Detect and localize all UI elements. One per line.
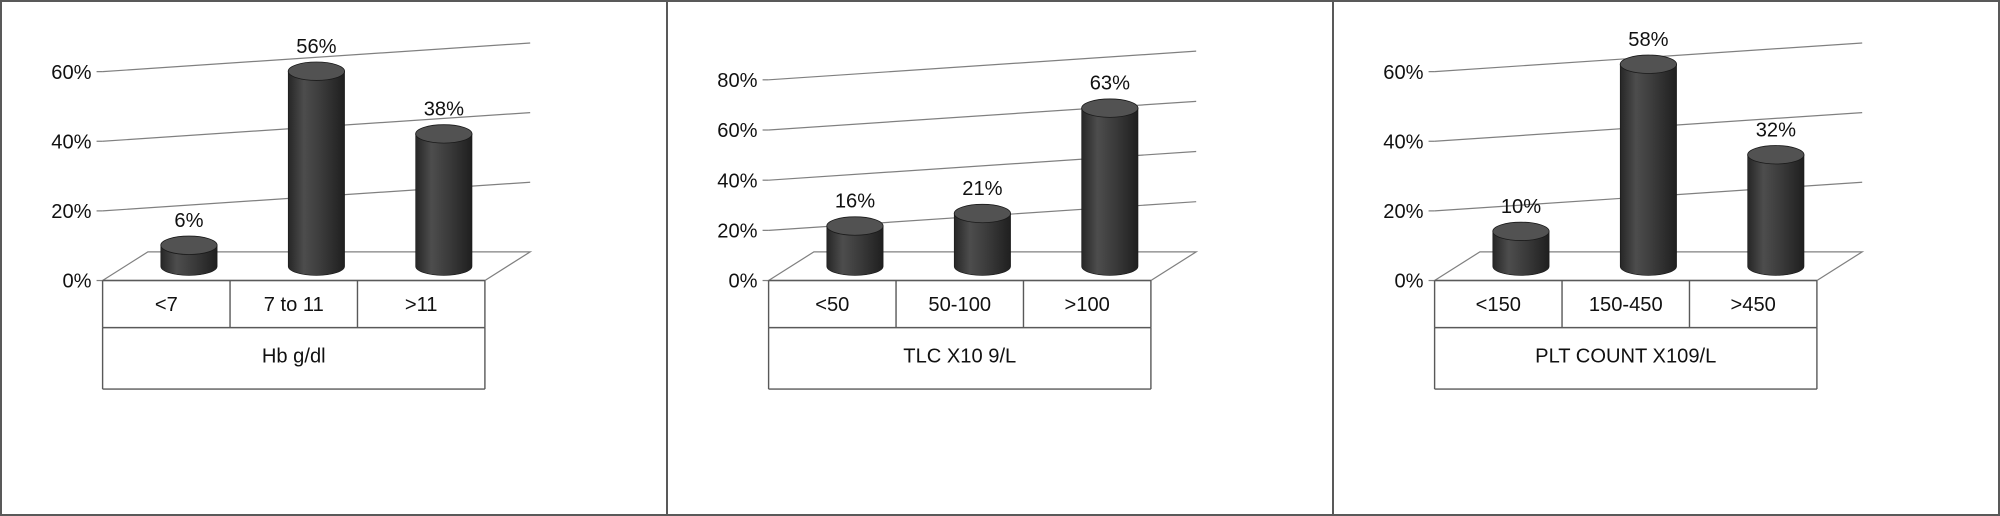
value-label: 16% xyxy=(835,190,875,212)
y-tick-label: 20% xyxy=(1383,201,1423,223)
y-tick-label: 40% xyxy=(717,170,757,192)
cylinder-body xyxy=(826,225,884,276)
cylinder-bar xyxy=(1081,98,1139,276)
value-label: 21% xyxy=(962,178,1002,200)
cylinder-body xyxy=(1619,63,1677,276)
cylinder-bar xyxy=(1492,221,1550,276)
cylinder-body xyxy=(415,133,473,276)
y-tick-label: 20% xyxy=(717,220,757,242)
y-tick-label: 0% xyxy=(62,271,91,293)
category-label: <150 xyxy=(1476,294,1521,316)
category-label: >11 xyxy=(405,294,438,316)
value-label: 6% xyxy=(174,210,203,232)
y-tick-label: 0% xyxy=(1394,271,1423,293)
y-tick-label: 40% xyxy=(1383,131,1423,153)
value-label: 56% xyxy=(296,36,336,58)
axis-title: TLC X10 9/L xyxy=(903,345,1016,367)
y-tick-label: 60% xyxy=(1383,62,1423,84)
category-label: <7 xyxy=(155,294,178,316)
axis-title: PLT COUNT X109/L xyxy=(1535,345,1716,367)
cylinder-bar xyxy=(160,235,218,276)
cylinder-top xyxy=(415,124,473,144)
value-label: 32% xyxy=(1756,119,1796,141)
cylinder-top xyxy=(160,235,218,255)
cylinder-bar xyxy=(1619,54,1677,276)
cylinder-bar xyxy=(1747,145,1805,276)
cylinder-top xyxy=(1492,221,1550,242)
y-tick-label: 60% xyxy=(717,120,757,142)
chart-svg-plt: 0% 20% 40% 60% 10% 58% 32% <150 150-450 >450 PLT C… xyxy=(1383,29,1865,390)
cylinder-top xyxy=(953,203,1011,224)
category-label: 7 to 11 xyxy=(264,294,324,316)
cylinder-body xyxy=(1747,154,1805,276)
cylinder-top xyxy=(287,61,345,81)
value-label: 10% xyxy=(1501,196,1541,218)
category-label: >450 xyxy=(1731,294,1776,316)
chart-svg-hb: 0% 20% 40% 60% 6% 56% 38% <7 7 to 11 >11 Hb g/dl xyxy=(51,36,533,390)
y-tick-label: 80% xyxy=(717,70,757,92)
chart-svg-tlc: 0% 20% 40% 60% 80% 16% 21% 63% <50 50-100 >100 TLC … xyxy=(717,50,1199,390)
value-label: 38% xyxy=(424,98,464,120)
chart-panel-plt: 0% 20% 40% 60% 10% 58% 32% <150 150-450 >450 PLT C… xyxy=(1334,2,1998,514)
cylinder-top xyxy=(1619,54,1677,74)
category-label: >100 xyxy=(1065,294,1110,316)
category-label: 150-450 xyxy=(1589,294,1663,316)
cylinder-body xyxy=(287,70,345,276)
cylinder-body xyxy=(1081,107,1139,276)
cylinder-bar xyxy=(287,61,345,276)
y-tick-label: 20% xyxy=(51,201,91,223)
category-label: <50 xyxy=(815,294,849,316)
cylinder-bar xyxy=(826,216,884,276)
chart-panel-hb: 0% 20% 40% 60% 6% 56% 38% <7 7 to 11 >11 Hb g/dl xyxy=(2,2,668,514)
y-tick-label: 40% xyxy=(51,131,91,153)
value-label: 58% xyxy=(1628,29,1668,51)
cylinder-bar xyxy=(953,203,1011,276)
cylinder-bar xyxy=(415,124,473,276)
y-tick-label: 60% xyxy=(51,62,91,84)
chart-panel-tlc: 0% 20% 40% 60% 80% 16% 21% 63% <50 50-100 >100 TLC … xyxy=(668,2,1334,514)
category-label: 50-100 xyxy=(928,294,991,316)
y-tick-label: 0% xyxy=(728,271,757,293)
value-label: 63% xyxy=(1090,73,1130,95)
gridline xyxy=(102,42,531,73)
axis-title: Hb g/dl xyxy=(262,345,326,367)
cylinder-top xyxy=(826,216,884,236)
gridline xyxy=(768,50,1197,81)
cylinder-body xyxy=(1492,231,1550,276)
cylinder-top xyxy=(1747,145,1805,165)
cylinder-top xyxy=(1081,98,1139,118)
cylinder-body xyxy=(953,213,1011,276)
